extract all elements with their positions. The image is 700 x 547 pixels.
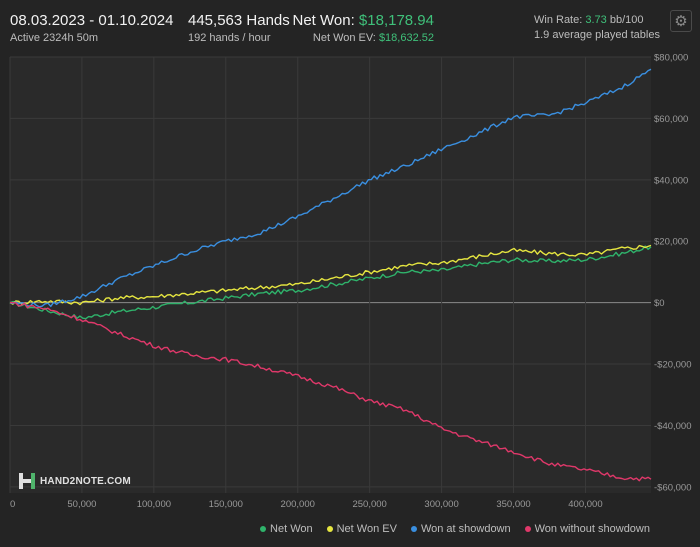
net-won-block: Net Won: $18,178.94 Net Won EV: $18,632.… [293,12,435,44]
plot-area [10,57,651,493]
logo-icon [19,473,35,489]
y-tick-label: $40,000 [654,175,688,186]
series-lines [9,68,652,482]
y-tick-label: -$20,000 [654,360,692,371]
x-tick-label: 300,000 [424,499,458,510]
x-tick-labels: 0 50,000 100,000 150,000 200,000 250,000 300,0… [10,499,603,510]
series-line-showdown [9,68,652,308]
x-tick-label: 100,000 [137,499,171,510]
grid-lines [9,56,651,493]
legend-dot-non-showdown [524,526,531,532]
legend-showdown[interactable]: Won at showdown [410,523,511,535]
y-tick-label: -$60,000 [654,482,692,493]
legend-net-won-ev[interactable]: Net Won EV [326,523,397,535]
y-tick-labels: $80,000 $60,000 $40,000 $20,000 $0 -$20,000 -$… [654,53,692,494]
legend-dot-showdown [410,526,417,532]
hands-block: 445,563 Hands 192 hands / hour [188,12,290,44]
x-tick-label: 50,000 [67,499,96,510]
win-rate-unit: bb/100 [609,14,644,26]
hands-per-hour: 192 hands / hour [188,32,271,44]
legend-label-net-won-ev: Net Won EV [336,523,397,535]
y-tick-label: -$40,000 [654,421,692,432]
legend-dot-net-won-ev [326,526,333,532]
x-tick-label: 0 [10,499,15,510]
active-time: Active 2324h 50m [10,32,99,44]
date-range-block: 08.03.2023 - 01.10.2024 Active 2324h 50m [10,12,173,44]
legend-label-net-won: Net Won [270,523,313,535]
avg-tables: 1.9 average played tables [534,29,660,41]
net-won-value: $18,178.94 [358,12,434,29]
legend-dot-net-won [260,526,267,532]
net-won-ev-value: $18,632.52 [378,32,434,44]
series-line-net-won [9,245,652,320]
series-line-net-won-ev [9,244,652,306]
legend-label-non-showdown: Won without showdown [534,523,650,535]
win-rate-block: Win Rate: 3.73 bb/100 1.9 average played… [534,14,660,41]
date-range: 08.03.2023 - 01.10.2024 [10,12,174,29]
y-tick-label: $60,000 [654,114,688,125]
legend-non-showdown[interactable]: Won without showdown [524,523,650,535]
x-tick-label: 150,000 [209,499,243,510]
win-rate-label: Win Rate: [534,14,583,26]
gear-icon[interactable]: ⚙ [670,10,692,32]
legend-label-showdown: Won at showdown [420,523,511,535]
stats-header: 08.03.2023 - 01.10.2024 Active 2324h 50m… [0,0,700,50]
hand2note-logo: HAND2NOTE.COM [18,472,131,490]
y-tick-label: $0 [654,298,665,309]
y-tick-label: $80,000 [654,53,688,64]
y-tick-label: $20,000 [654,237,688,248]
x-tick-label: 200,000 [281,499,315,510]
chart-legend: Net Won Net Won EV Won at showdown Won w… [260,523,650,535]
x-tick-label: 350,000 [496,499,530,510]
legend-net-won[interactable]: Net Won [260,523,313,535]
net-won-ev-label: Net Won EV: [312,32,376,44]
hands-count: 445,563 Hands [188,12,290,29]
net-won-label: Net Won: [292,12,355,29]
x-tick-label: 400,000 [568,499,602,510]
logo-text: HAND2NOTE.COM [40,475,131,487]
x-tick-label: 250,000 [352,499,386,510]
win-rate-value: 3.73 [585,14,607,26]
series-line-non-showdown [9,301,652,482]
